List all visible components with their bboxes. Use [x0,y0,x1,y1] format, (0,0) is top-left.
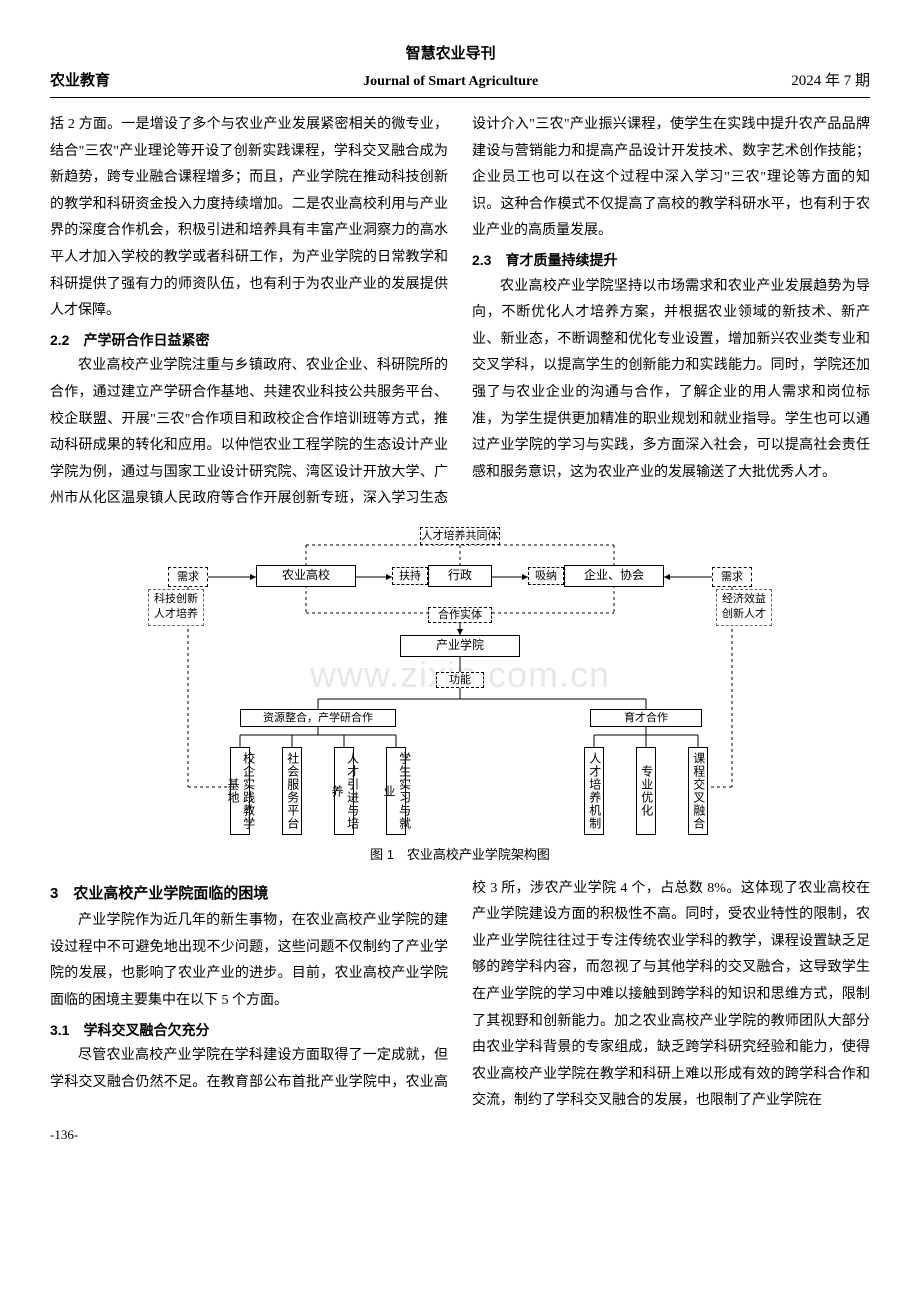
node-demand-left: 需求 [168,567,208,587]
para-3: 农业高校产业学院坚持以市场需求和农业产业发展趋势为导向，不断优化人才培养方案，并… [472,274,870,487]
figure-caption: 图 1 农业高校产业学院架构图 [50,843,870,868]
heading-2-2: 2.2 产学研合作日益紧密 [50,327,448,354]
heading-3-1: 3.1 学科交叉融合欠充分 [50,1017,448,1044]
journal-name-cn: 智慧农业导刊 [363,40,538,69]
vbox-l2: 人才引进与培养 [334,747,354,835]
side-label-right: 经济效益 创新人才 [716,589,772,626]
vbox-l0: 校企实践教学基地 [230,747,250,835]
para-4: 产业学院作为近几年的新生事物，在农业高校产业学院的建设过程中不可避免地出现不少问… [50,908,448,1014]
node-branch-left: 资源整合，产学研合作 [240,709,396,727]
node-agri-college: 农业高校 [256,565,356,587]
header-journal: 智慧农业导刊 Journal of Smart Agriculture [363,40,538,95]
node-branch-right: 育才合作 [590,709,702,727]
vbox-r2: 课程交叉融合 [688,747,708,835]
node-core: 产业学院 [400,635,520,657]
vbox-r1: 专业优化 [636,747,656,835]
heading-3: 3 农业高校产业学院面临的困境 [50,880,448,909]
node-demand-right: 需求 [712,567,752,587]
para-1: 括 2 方面。一是增设了多个与农业产业发展紧密相关的微专业，结合"三农"产业理论… [50,112,448,325]
node-enterprise: 企业、协会 [564,565,664,587]
heading-2-3: 2.3 育才质量持续提升 [472,247,870,274]
header-category: 农业教育 [50,67,110,96]
node-support: 扶持 [392,567,428,585]
node-absorb: 吸纳 [528,567,564,585]
side-label-left: 科技创新 人才培养 [148,589,204,626]
node-coop-entity: 合作实体 [428,607,492,623]
text-lower: 3 农业高校产业学院面临的困境 产业学院作为近几年的新生事物，在农业高校产业学院… [50,876,870,1115]
node-top-label: 人才培养共同体 [420,527,500,545]
diagram-canvas: www.zixin.com.cn [80,527,840,837]
node-gov: 行政 [428,565,492,587]
page-header: 农业教育 智慧农业导刊 Journal of Smart Agriculture… [50,40,870,98]
vbox-l1: 社会服务平台 [282,747,302,835]
vbox-r0: 人才培养机制 [584,747,604,835]
page-number: -136- [50,1123,870,1148]
node-function: 功能 [436,672,484,688]
figure-1: www.zixin.com.cn [50,527,870,868]
header-issue: 2024 年 7 期 [791,67,870,96]
text-upper: 括 2 方面。一是增设了多个与农业产业发展紧密相关的微专业，结合"三农"产业理论… [50,112,870,513]
journal-name-en: Journal of Smart Agriculture [363,69,538,96]
vbox-l3: 学生实习与就业 [386,747,406,835]
